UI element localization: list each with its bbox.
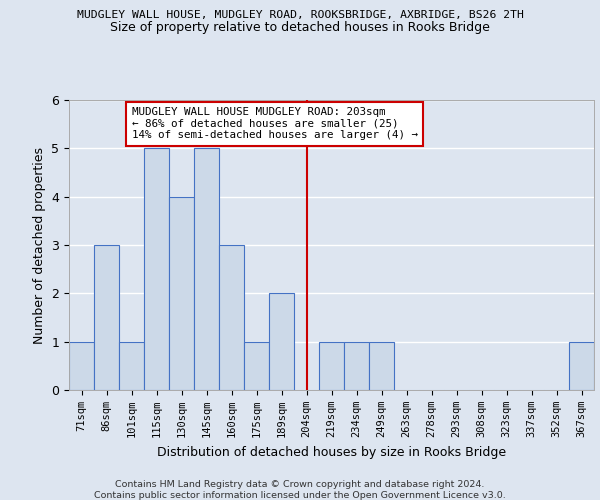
Bar bbox=[69, 342, 94, 390]
Text: Size of property relative to detached houses in Rooks Bridge: Size of property relative to detached ho… bbox=[110, 21, 490, 34]
X-axis label: Distribution of detached houses by size in Rooks Bridge: Distribution of detached houses by size … bbox=[157, 446, 506, 458]
Bar bbox=[144, 148, 169, 390]
Bar bbox=[319, 342, 344, 390]
Bar bbox=[244, 342, 269, 390]
Bar bbox=[169, 196, 194, 390]
Bar bbox=[94, 245, 119, 390]
Text: Contains HM Land Registry data © Crown copyright and database right 2024.: Contains HM Land Registry data © Crown c… bbox=[115, 480, 485, 489]
Bar bbox=[269, 294, 294, 390]
Bar bbox=[219, 245, 244, 390]
Bar bbox=[369, 342, 394, 390]
Bar bbox=[569, 342, 594, 390]
Bar bbox=[194, 148, 219, 390]
Bar bbox=[344, 342, 369, 390]
Text: Contains public sector information licensed under the Open Government Licence v3: Contains public sector information licen… bbox=[94, 491, 506, 500]
Bar bbox=[119, 342, 144, 390]
Text: MUDGLEY WALL HOUSE MUDGLEY ROAD: 203sqm
← 86% of detached houses are smaller (25: MUDGLEY WALL HOUSE MUDGLEY ROAD: 203sqm … bbox=[131, 108, 418, 140]
Y-axis label: Number of detached properties: Number of detached properties bbox=[33, 146, 46, 344]
Text: MUDGLEY WALL HOUSE, MUDGLEY ROAD, ROOKSBRIDGE, AXBRIDGE, BS26 2TH: MUDGLEY WALL HOUSE, MUDGLEY ROAD, ROOKSB… bbox=[77, 10, 523, 20]
